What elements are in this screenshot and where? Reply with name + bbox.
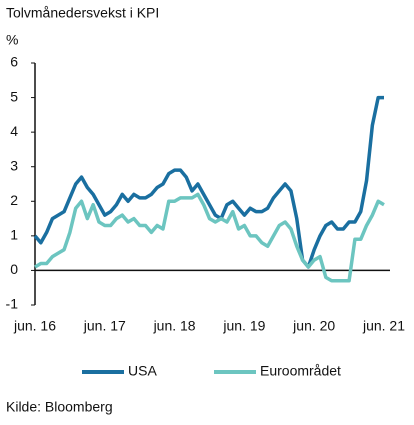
line xyxy=(33,95,384,269)
source: Kilde: Bloomberg xyxy=(6,399,113,415)
line xyxy=(34,192,385,283)
x-tick-label: jun. 16 xyxy=(13,318,56,334)
legend-label: Euroområdet xyxy=(260,363,341,379)
y-tick-label: 0 xyxy=(10,261,18,277)
x-tick-label: jun. 17 xyxy=(83,318,126,334)
y-tick-label: 6 xyxy=(10,54,18,70)
y-tick-label: 3 xyxy=(10,157,18,173)
y-tick-label: 4 xyxy=(10,123,18,139)
y-tick-label: 5 xyxy=(10,88,18,104)
chart-title: Tolvmånedersvekst i KPI xyxy=(6,5,159,21)
y-tick-label: -1 xyxy=(6,296,19,312)
x-tick-label: jun. 21 xyxy=(362,318,405,334)
x-tick-label: jun. 19 xyxy=(222,318,265,334)
legend-label: USA xyxy=(128,363,157,379)
y-axis-label: % xyxy=(6,32,18,48)
y-tick-label: 1 xyxy=(10,227,18,243)
x-tick-label: jun. 20 xyxy=(292,318,335,334)
y-tick-label: 2 xyxy=(10,192,18,208)
x-tick-label: jun. 18 xyxy=(153,318,196,334)
